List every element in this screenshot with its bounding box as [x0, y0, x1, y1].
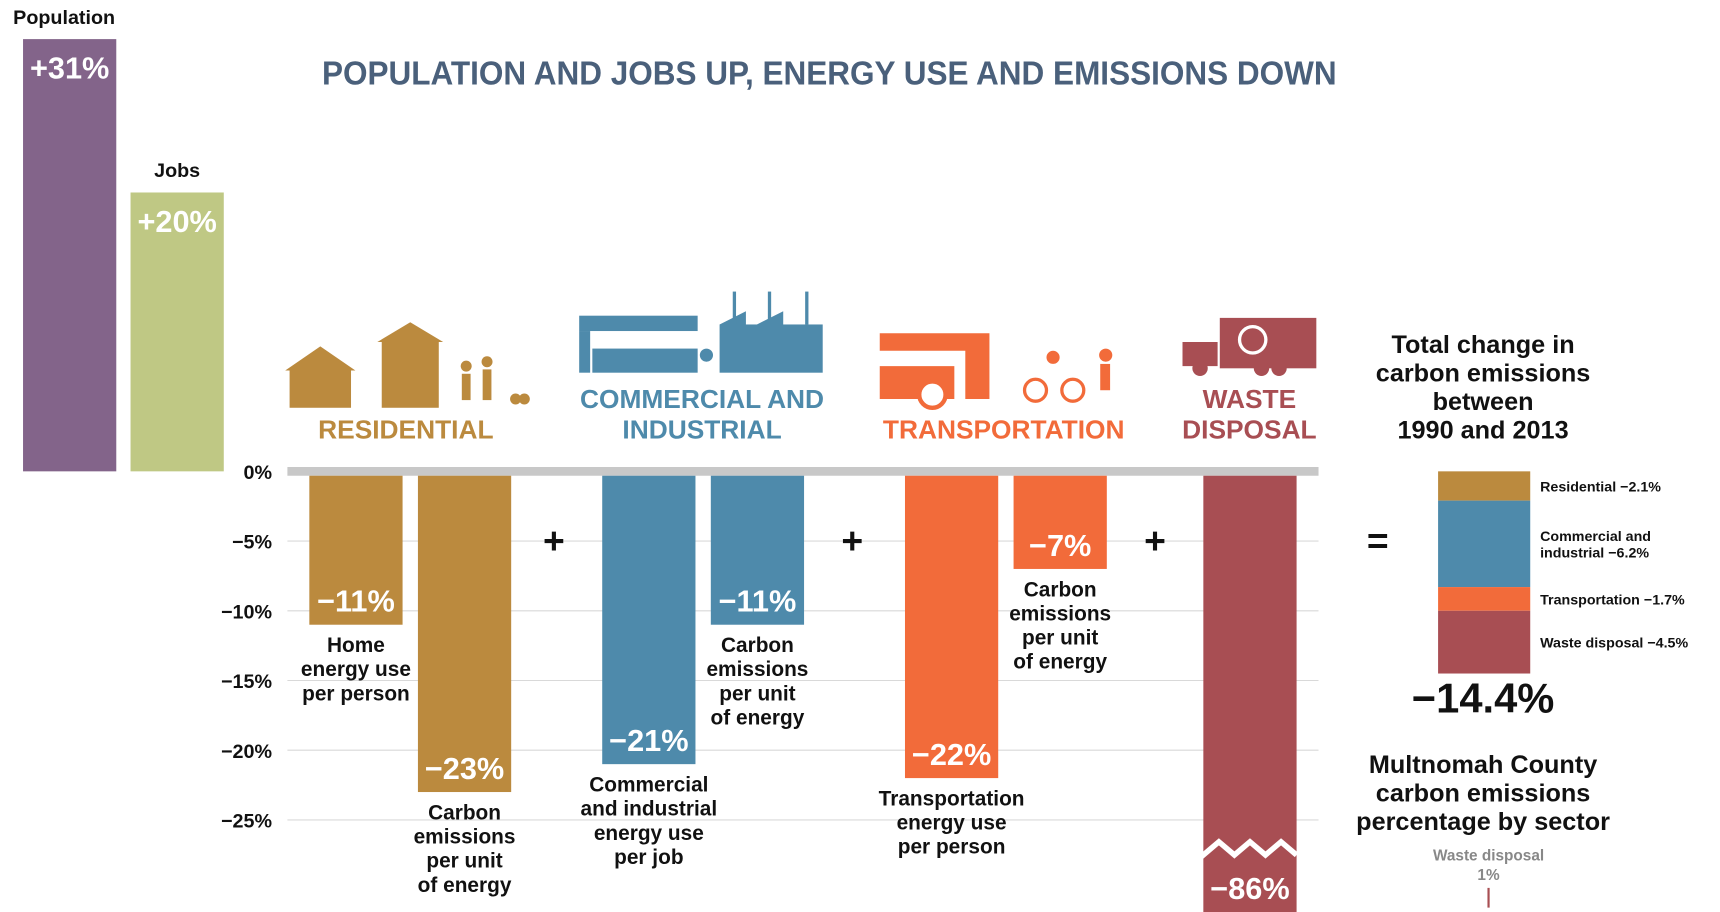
segment-name: Waste disposal — [1540, 636, 1643, 652]
total-title: 1990 and 2013 — [1397, 416, 1568, 444]
commercial-icon — [579, 292, 823, 373]
infographic: POPULATION AND JOBS UP, ENERGY USE AND E… — [0, 0, 1720, 912]
footnote-title: Multnomah County — [1369, 751, 1597, 779]
segment-label: Waste disposal −4.5% — [1540, 636, 1688, 652]
footnote-value: 1% — [1477, 867, 1500, 884]
segment-label: Transportation −1.7% — [1540, 592, 1685, 608]
sector-label: INDUSTRIAL — [622, 414, 781, 444]
bar-value-label: +20% — [137, 204, 216, 239]
sector-label: WASTE — [1203, 384, 1297, 414]
bar-description: emissions — [1009, 602, 1111, 625]
bar-value-label: −23% — [425, 751, 504, 786]
stacked-segment — [1438, 611, 1530, 674]
segment-value: −4.5% — [1647, 636, 1688, 652]
bar-value-label: −11% — [317, 584, 395, 619]
y-tick-label: −15% — [221, 671, 272, 693]
bar-description: Commercial — [589, 774, 708, 797]
operator: + — [543, 520, 565, 562]
bar-description: of energy — [418, 874, 512, 897]
bar-value-label: −7% — [1029, 528, 1091, 563]
bar-name: Jobs — [154, 160, 200, 182]
bar-value-label: −21% — [609, 723, 688, 758]
sector-label: DISPOSAL — [1182, 414, 1316, 444]
y-tick-label: −10% — [221, 601, 272, 623]
y-tick-label: −25% — [221, 811, 272, 833]
bar-description: of energy — [1013, 651, 1107, 674]
total-title: carbon emissions — [1376, 359, 1591, 387]
bar-description: Home — [327, 634, 385, 657]
sector-label: COMMERCIAL AND — [580, 384, 824, 414]
residential-icon — [285, 322, 530, 408]
segment-value: −6.2% — [1608, 546, 1649, 562]
bar — [23, 39, 116, 471]
segment-value: −1.7% — [1644, 592, 1685, 608]
footnote-title: percentage by sector — [1356, 808, 1610, 836]
total-title: between — [1433, 388, 1534, 416]
total-value: −14.4% — [1412, 675, 1555, 722]
bar-description: energy use — [594, 822, 704, 845]
bar-description: per unit — [719, 682, 795, 705]
operator: + — [841, 520, 863, 562]
segment-name: Transportation — [1540, 592, 1640, 608]
bar-description: per job — [614, 846, 683, 869]
y-tick-label: 0% — [244, 462, 273, 484]
bar-description: per person — [302, 682, 410, 705]
segment-name: Residential — [1540, 479, 1616, 495]
bar-description: and industrial — [581, 798, 718, 821]
chart-title: POPULATION AND JOBS UP, ENERGY USE AND E… — [322, 54, 1337, 91]
bar-description: emissions — [706, 658, 808, 681]
bar — [602, 476, 695, 764]
stacked-segment — [1438, 501, 1530, 587]
segment-value: −2.1% — [1620, 479, 1661, 495]
bar — [905, 476, 998, 778]
footnote-title: carbon emissions — [1376, 779, 1591, 807]
bar-description: Transportation — [879, 788, 1025, 811]
segment-label: industrial −6.2% — [1540, 546, 1649, 562]
footnote-label: Waste disposal — [1433, 847, 1544, 864]
bar-description: energy use — [897, 812, 1007, 835]
bar-description: Carbon — [721, 634, 794, 657]
bar-description: per person — [898, 836, 1006, 859]
y-tick-label: −5% — [232, 532, 272, 554]
segment-name: Commercial and — [1540, 529, 1651, 545]
operator: = — [1367, 520, 1389, 562]
y-tick-label: −20% — [221, 741, 272, 763]
sector-label: RESIDENTIAL — [318, 414, 493, 444]
bar-description: Carbon — [1024, 578, 1097, 601]
stacked-segment — [1438, 471, 1530, 500]
bar-value-label: −11% — [719, 584, 797, 619]
segment-label: Commercial and — [1540, 529, 1651, 545]
bar-value-label: +31% — [30, 51, 109, 86]
segment-label: Residential −2.1% — [1540, 479, 1661, 495]
bar-description: per unit — [1022, 627, 1098, 650]
stacked-segment — [1438, 587, 1530, 611]
waste-icon — [1183, 318, 1317, 376]
bar — [418, 476, 511, 792]
sector-label: TRANSPORTATION — [883, 414, 1125, 444]
bar-name: Population — [13, 7, 115, 29]
bar-description: of energy — [711, 706, 805, 729]
segment-name: industrial — [1540, 546, 1604, 562]
bar-value-label: −22% — [912, 737, 991, 772]
bar-value-label: −86% — [1210, 871, 1289, 906]
bar-description: Carbon — [428, 801, 501, 824]
total-title: Total change in — [1391, 331, 1574, 359]
bar-description: per unit — [426, 850, 502, 873]
bar-description: emissions — [414, 826, 516, 849]
bar-description: energy use — [301, 658, 411, 681]
transportation-icon — [880, 333, 1113, 408]
operator: + — [1144, 520, 1166, 562]
